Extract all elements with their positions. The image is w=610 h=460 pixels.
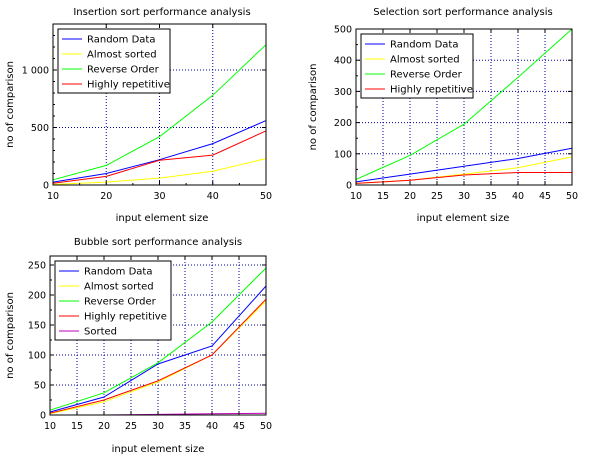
x-axis-label: input element size [116, 213, 209, 224]
legend-label: Almost sorted [87, 50, 157, 61]
y-tick-label: 1 000 [22, 66, 49, 77]
x-tick-label: 50 [260, 191, 272, 202]
y-tick-label: 0 [346, 181, 352, 192]
y-tick-label: 400 [334, 56, 352, 67]
x-tick-label: 30 [458, 191, 470, 202]
y-tick-label: 100 [334, 149, 352, 160]
x-tick-label: 45 [233, 421, 245, 432]
legend-box [57, 28, 171, 94]
y-axis-label: no of comparison [308, 64, 319, 151]
x-tick-label: 35 [179, 421, 191, 432]
x-tick-label: 45 [539, 191, 551, 202]
x-axis-label: input element size [112, 444, 205, 455]
x-tick-label: 10 [44, 421, 56, 432]
x-axis-label: input element size [417, 213, 510, 224]
x-tick-label: 15 [71, 421, 83, 432]
y-tick-label: 500 [31, 123, 49, 134]
y-tick-label: 150 [28, 321, 46, 332]
chart-3: 10 15 20 25 30 35 40 45 50 0 50 100 150 200 250 Bubble … [5, 237, 272, 455]
x-tick-label: 20 [404, 191, 416, 202]
legend-box [360, 33, 474, 99]
legend-label: Random Data [87, 35, 155, 46]
legend-label: Highly repetitive [84, 312, 167, 323]
y-axis-label: no of comparison [5, 61, 16, 148]
legend-label: Random Data [390, 40, 458, 51]
series-line-almost-sorted [52, 158, 267, 185]
y-tick-label: 0 [43, 181, 49, 192]
series-line-highly-repetitive [52, 130, 267, 184]
legend-label: Almost sorted [390, 55, 460, 66]
y-tick-label: 300 [334, 87, 352, 98]
legend-label: Highly repetitive [390, 85, 473, 96]
chart-title: Bubble sort performance analysis [74, 237, 242, 248]
x-tick-label: 40 [206, 421, 218, 432]
legend-label: Reverse Order [390, 70, 463, 81]
x-tick-label: 20 [98, 421, 110, 432]
chart-title: Selection sort performance analysis [373, 7, 553, 18]
y-tick-label: 500 [334, 25, 352, 36]
x-tick-label: 30 [152, 421, 164, 432]
y-axis-label: no of comparison [5, 292, 16, 379]
x-tick-label: 15 [377, 191, 389, 202]
x-tick-label: 10 [350, 191, 362, 202]
y-tick-label: 50 [34, 381, 46, 392]
legend-label: Reverse Order [84, 297, 157, 308]
legend-label: Sorted [84, 327, 117, 338]
legend-label: Reverse Order [87, 65, 160, 76]
legend-label: Random Data [84, 267, 152, 278]
y-tick-label: 100 [28, 351, 46, 362]
series-line-random-data [49, 285, 267, 413]
series-line-random-data [52, 120, 267, 183]
x-tick-label: 10 [47, 191, 59, 202]
x-tick-label: 50 [260, 421, 272, 432]
legend-label: Almost sorted [84, 282, 154, 293]
y-tick-label: 200 [28, 291, 46, 302]
x-tick-label: 40 [512, 191, 524, 202]
chart-title: Insertion sort performance analysis [73, 7, 250, 18]
series-line-highly-repetitive [355, 172, 572, 184]
legend-label: Highly repetitive [87, 80, 170, 91]
series-line-reverse-order [52, 44, 267, 181]
series-line-reverse-order [355, 28, 573, 180]
y-tick-label: 250 [28, 261, 46, 272]
series-line-highly-repetitive [49, 298, 267, 414]
x-tick-label: 40 [207, 191, 219, 202]
series-line-random-data [355, 147, 573, 183]
chart-2: 10 15 20 25 30 35 40 45 500100200300400500Select… [308, 7, 578, 224]
x-tick-label: 30 [153, 191, 165, 202]
x-tick-label: 35 [485, 191, 497, 202]
x-tick-label: 50 [566, 191, 578, 202]
series-line-reverse-order [49, 267, 267, 411]
y-tick-label: 200 [334, 118, 352, 129]
x-tick-label: 20 [100, 191, 112, 202]
x-tick-label: 25 [431, 191, 443, 202]
y-tick-label: 0 [40, 411, 46, 422]
x-tick-label: 25 [125, 421, 137, 432]
